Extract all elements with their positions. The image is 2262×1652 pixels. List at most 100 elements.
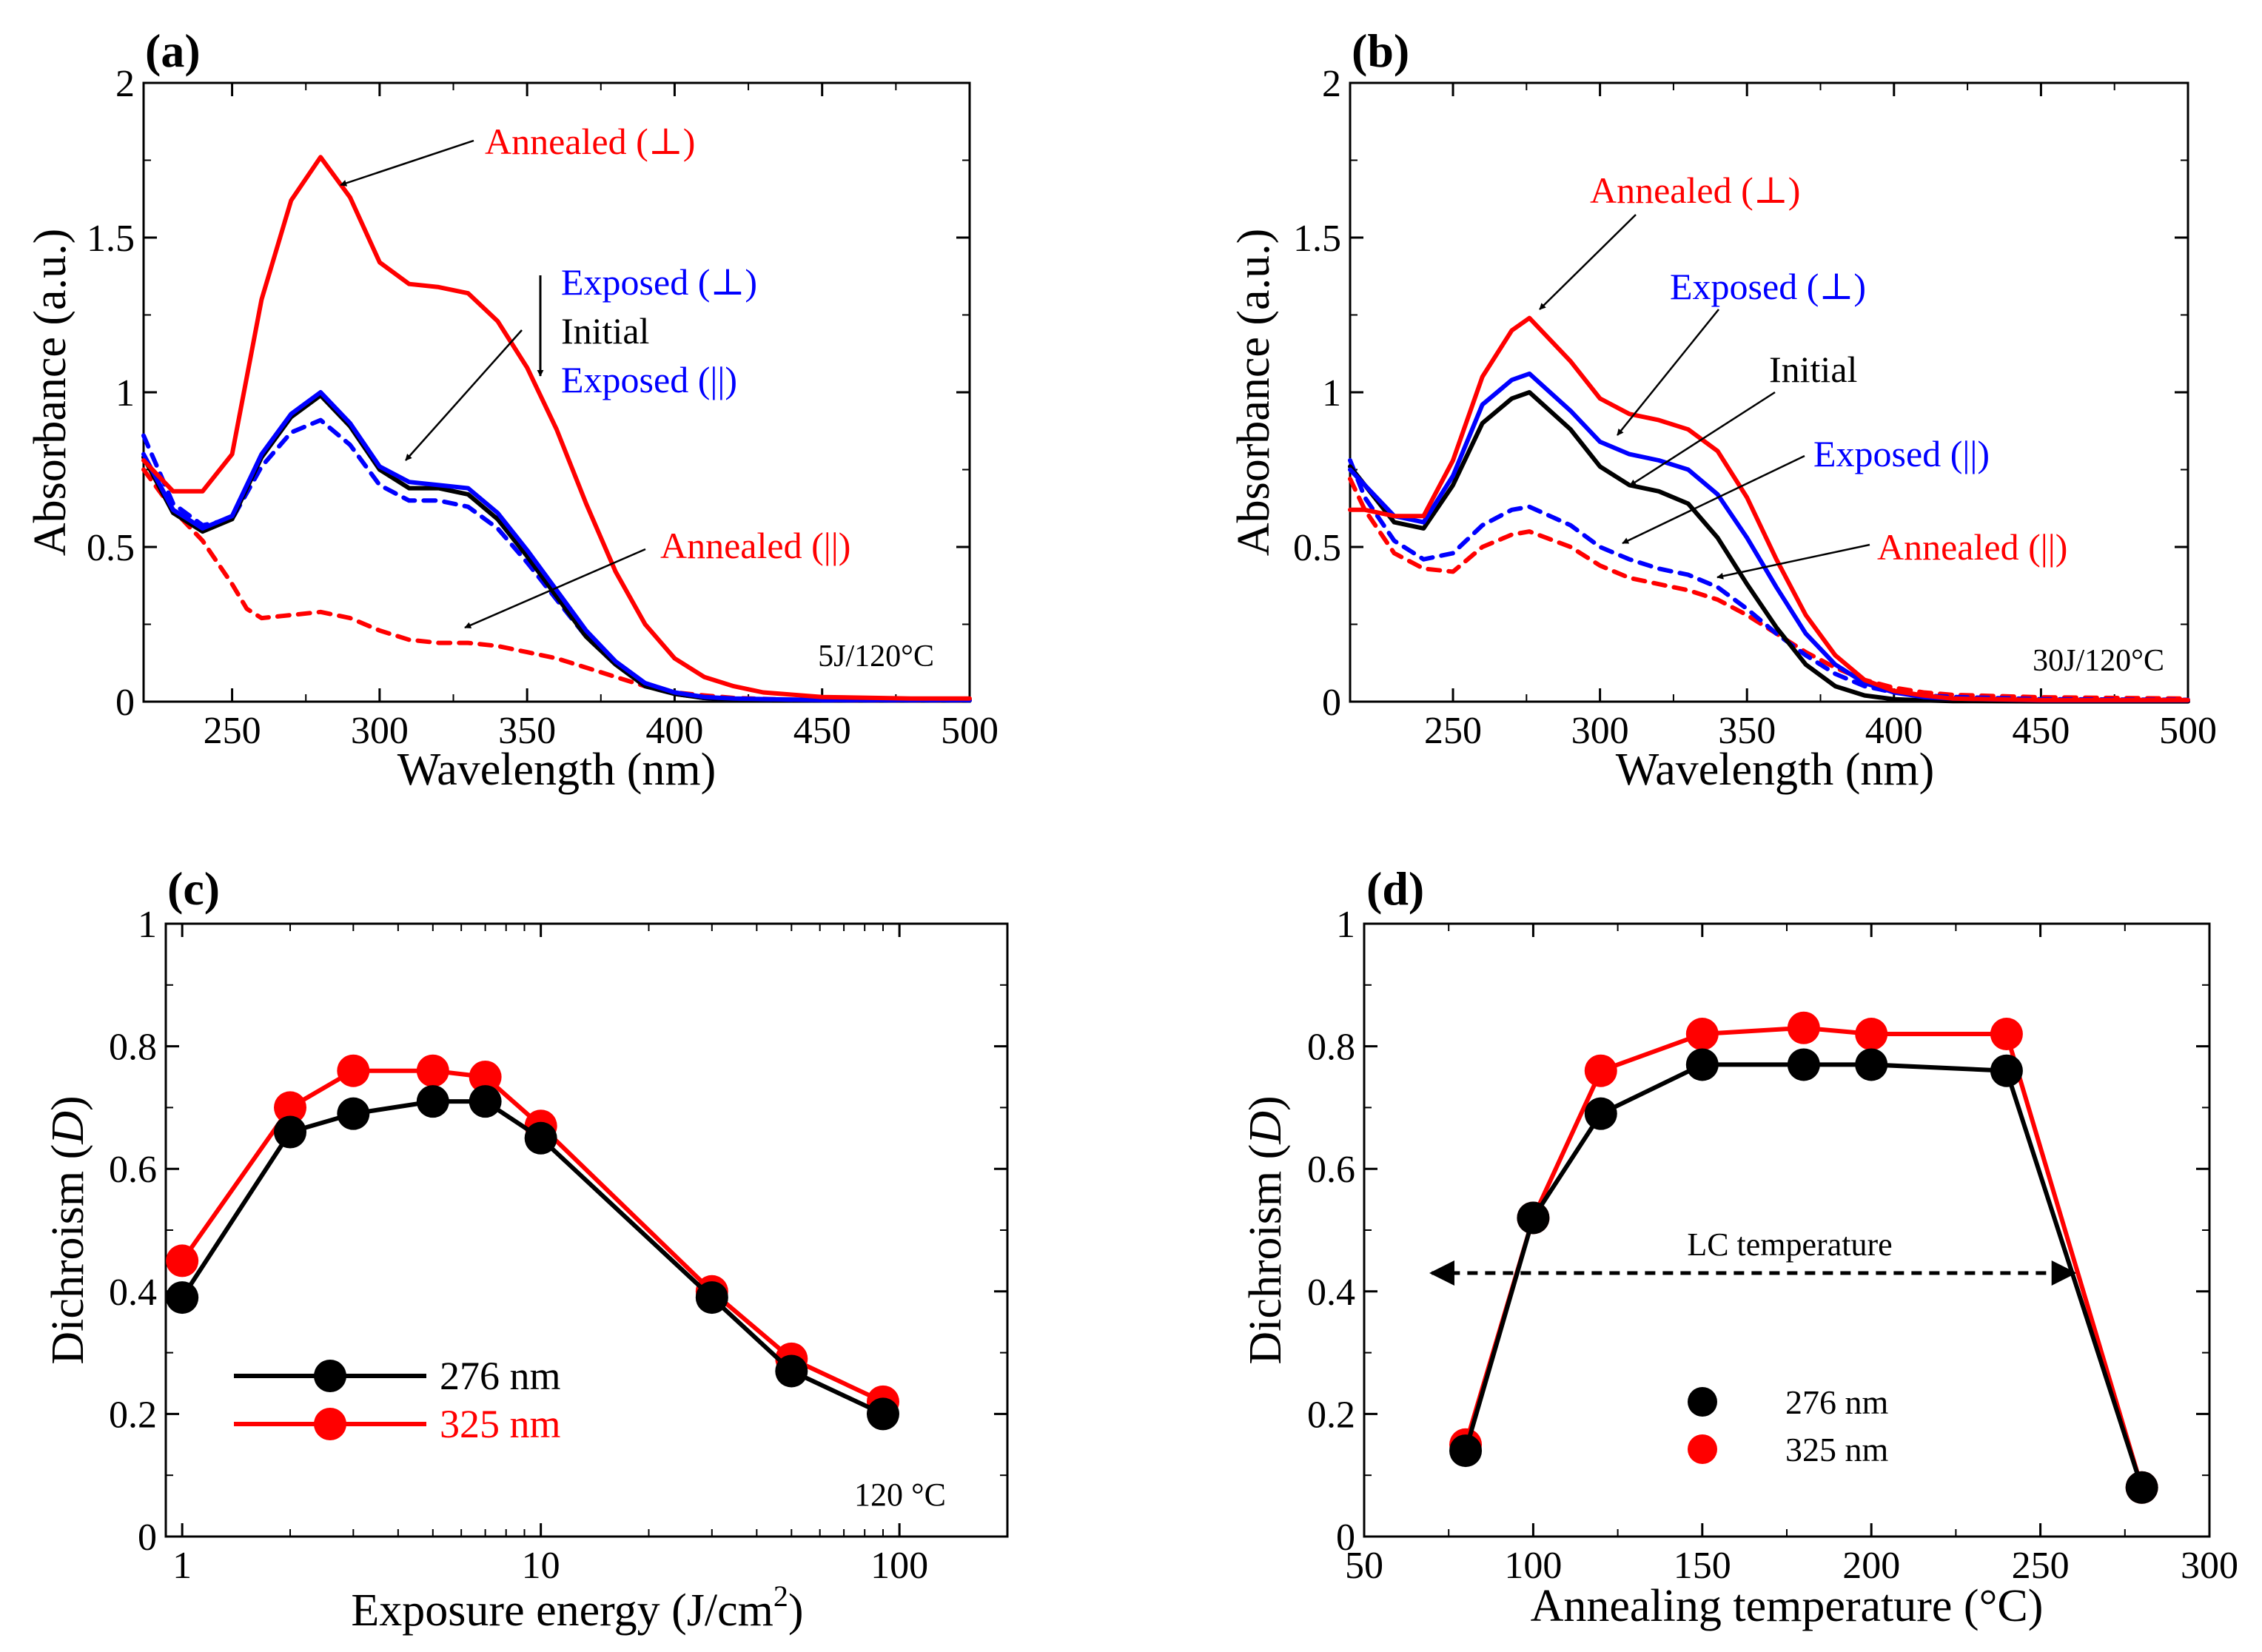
x-tick-label: 300 xyxy=(2181,1545,2238,1587)
series-line-annealed xyxy=(1348,477,2190,701)
data-point-276-nm xyxy=(166,1281,199,1314)
annotation-annealed-par: Annealed (||) xyxy=(660,525,850,566)
data-point-276-nm xyxy=(695,1281,728,1314)
y-axis-label-text: Dichroism ( xyxy=(43,1144,93,1365)
plot-frame xyxy=(142,81,971,703)
x-axis-label-text: Exposure energy (J/cm xyxy=(351,1585,773,1636)
y-tick-label: 0 xyxy=(138,1517,157,1559)
data-point-276-nm xyxy=(1787,1048,1820,1081)
arrow-initial xyxy=(405,329,523,461)
x-tick-label: 100 xyxy=(870,1545,928,1587)
y-tick-label: 0.6 xyxy=(1307,1149,1355,1191)
data-point-276-nm xyxy=(337,1097,370,1130)
legend-marker-325 xyxy=(314,1408,346,1440)
annotation-annealed-perp: Annealed (⊥) xyxy=(1590,169,1800,211)
x-tick-label: 250 xyxy=(204,710,261,752)
x-tick-label: 400 xyxy=(1865,710,1923,752)
x-tick-label: 450 xyxy=(793,710,851,752)
series-line-initial xyxy=(1348,390,2190,704)
x-tick-label: 500 xyxy=(2159,710,2217,752)
arrow-exposed-perp xyxy=(1617,309,1719,436)
y-tick-label: 0 xyxy=(115,682,135,724)
x-tick-label: 350 xyxy=(498,710,556,752)
y-tick-label: 0.4 xyxy=(109,1272,157,1314)
y-tick-label: 1 xyxy=(115,372,135,414)
data-point-276-nm xyxy=(274,1115,307,1149)
series-group xyxy=(141,155,972,703)
y-axis-label: Dichroism (D) xyxy=(43,1095,93,1364)
legend-label-276: 276 nm xyxy=(440,1354,561,1398)
y-tick-label: 0.2 xyxy=(109,1394,157,1436)
condition-label: 30J/120°C xyxy=(2033,644,2164,678)
data-point-276-nm xyxy=(1517,1201,1550,1235)
legend-marker-276 xyxy=(314,1360,346,1392)
y-tick-label: 0.8 xyxy=(1307,1027,1355,1069)
data-point-276-nm xyxy=(2125,1471,2158,1504)
condition-label: 120 °C xyxy=(854,1477,946,1513)
y-axis-label-end: ) xyxy=(43,1095,93,1111)
y-tick-label: 0 xyxy=(1336,1517,1355,1559)
y-axis-label: Dichroism (D) xyxy=(1241,1095,1291,1364)
series-line-exposed xyxy=(141,390,972,702)
x-tick-label: 350 xyxy=(1718,710,1776,752)
x-axis-label: Wavelength (nm) xyxy=(397,745,716,795)
x-axis-label: Exposure energy (J/cm2) xyxy=(351,1579,803,1636)
arrow-annealed-perp xyxy=(1539,214,1637,310)
data-point-276-nm xyxy=(1855,1048,1888,1081)
data-point-276-nm xyxy=(416,1085,449,1118)
y-axis-label: Absorbance (a.u.) xyxy=(25,229,75,556)
arrow-initial xyxy=(1629,391,1776,487)
series-line-325-nm xyxy=(1463,1025,2144,1490)
y-axis-label-italic: D xyxy=(1241,1111,1291,1145)
data-point-325-nm xyxy=(166,1244,199,1277)
y-axis-label-end: ) xyxy=(1241,1095,1291,1111)
x-axis-label: Wavelength (nm) xyxy=(1616,745,1935,795)
x-tick-label: 250 xyxy=(1424,710,1482,752)
x-axis-label-end: ) xyxy=(788,1585,804,1636)
y-tick-label: 2 xyxy=(1322,63,1341,105)
x-tick-label: 400 xyxy=(645,710,703,752)
panel-label: (a) xyxy=(145,24,201,77)
annotation-exposed-perp: Exposed (⊥) xyxy=(561,261,757,303)
data-point-276-nm xyxy=(469,1085,502,1118)
panel-label: (b) xyxy=(1352,24,1409,77)
data-point-325-nm xyxy=(274,1091,307,1124)
y-tick-label: 0.5 xyxy=(87,527,135,569)
x-tick-label: 500 xyxy=(941,710,999,752)
data-point-325-nm xyxy=(1787,1011,1820,1044)
legend-label-325: 325 nm xyxy=(1785,1431,1889,1468)
data-point-325-nm xyxy=(337,1054,370,1087)
x-axis-label: Annealing temperature (°C) xyxy=(1531,1581,2044,1631)
panel-label: (d) xyxy=(1366,862,1424,915)
panel-d: (d) 0 0.2 0.4 0.6 0.8 1 50 100 150 200 250 300 Dic… xyxy=(1241,862,2238,1631)
lc-temperature-label: LC temperature xyxy=(1687,1226,1892,1263)
annotation-exposed-par: Exposed (||) xyxy=(1813,433,1990,474)
data-point-325-nm xyxy=(1855,1018,1888,1051)
y-tick-label: 1.5 xyxy=(87,218,135,260)
panel-a: (a) 0 0.5 1 1.5 2 250 300 350 400 450 500 Absorba… xyxy=(25,24,999,795)
panel-c: (c) 00.20.40.60.81 1 10 100 Dichroism (D) … xyxy=(43,862,1009,1636)
data-point-276-nm xyxy=(1990,1054,2023,1087)
plot-frame xyxy=(164,922,1009,1538)
annotation-initial: Initial xyxy=(1769,349,1857,390)
x-tick-label: 100 xyxy=(1504,1545,1562,1587)
series-line-annealed xyxy=(1348,315,2190,702)
y-tick-label: 0 xyxy=(1322,682,1341,724)
data-point-325-nm xyxy=(1584,1054,1617,1087)
data-point-325-nm xyxy=(1990,1018,2023,1051)
x-tick-label: 250 xyxy=(2012,1545,2070,1587)
data-point-276-nm xyxy=(866,1397,899,1431)
x-tick-label: 300 xyxy=(1571,710,1629,752)
y-axis-label: Absorbance (a.u.) xyxy=(1229,229,1279,556)
data-point-325-nm xyxy=(416,1054,449,1087)
x-tick-label: 300 xyxy=(351,710,409,752)
y-tick-label: 1 xyxy=(1322,372,1341,414)
y-tick-label: 0.2 xyxy=(1307,1394,1355,1436)
data-point-276-nm xyxy=(1685,1048,1719,1081)
y-tick-label: 0.6 xyxy=(109,1149,157,1191)
series-group xyxy=(166,1054,899,1431)
condition-label: 5J/120°C xyxy=(818,639,934,674)
annotation-annealed-par: Annealed (||) xyxy=(1877,526,2067,568)
y-axis-ticks: 0 0.5 1 1.5 2 xyxy=(87,63,970,724)
